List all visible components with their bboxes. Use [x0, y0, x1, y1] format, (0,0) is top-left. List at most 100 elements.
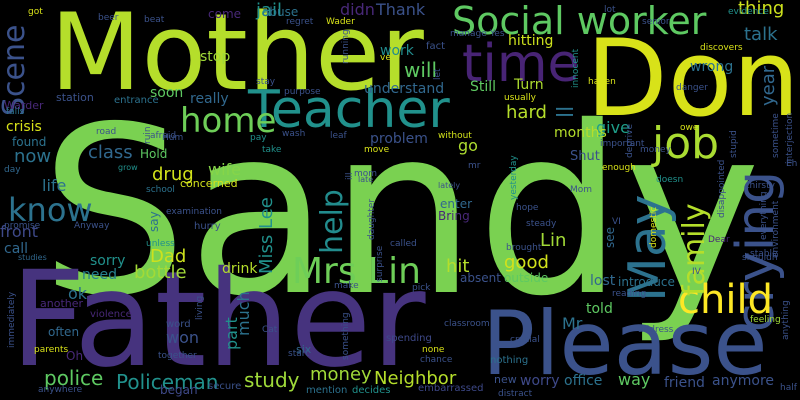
word: domestic	[649, 206, 659, 248]
word: brought	[506, 243, 542, 253]
word: stop	[200, 49, 231, 65]
word: interjection	[785, 112, 795, 164]
word: got	[28, 7, 43, 17]
word: crisis	[6, 119, 42, 135]
word: Sandy	[40, 77, 762, 347]
word: Cat	[262, 325, 278, 335]
word: year	[758, 65, 779, 106]
word: beat	[144, 15, 165, 25]
word: Mother	[50, 0, 424, 114]
word: disappointed	[717, 159, 727, 218]
word: distract	[498, 389, 533, 399]
word: mom	[354, 169, 378, 179]
word: concerned	[180, 177, 238, 190]
word: mr	[468, 161, 481, 171]
word: money	[310, 364, 372, 385]
word: doesn	[656, 175, 684, 185]
word: Warder	[4, 99, 44, 112]
word: drink	[222, 261, 258, 277]
word: know	[8, 191, 93, 229]
word: decides	[352, 385, 391, 396]
word: Dear	[708, 235, 730, 245]
word: ll	[554, 105, 579, 118]
word: spending	[386, 333, 432, 344]
word: Social worker	[452, 0, 707, 43]
word: senior	[642, 17, 670, 27]
word: didn	[340, 0, 375, 19]
word: lot	[604, 5, 616, 15]
word: wife	[208, 160, 242, 179]
word: thirsty	[746, 181, 775, 191]
word: wrong	[690, 59, 734, 75]
word: Shut	[570, 149, 600, 164]
word: life	[42, 176, 67, 195]
word: say	[147, 211, 161, 232]
word: purpose	[284, 87, 321, 97]
word: called	[390, 239, 417, 249]
word: Mr	[562, 314, 583, 333]
word: way	[618, 370, 651, 389]
word: Turn	[514, 77, 544, 93]
word: enough	[602, 163, 636, 173]
word: bottle	[134, 262, 187, 283]
word: violence	[90, 309, 132, 320]
word: Bring	[438, 209, 470, 223]
word: child	[678, 277, 773, 323]
word: really	[190, 91, 229, 107]
word: thing	[738, 0, 785, 19]
word: embarrassed	[418, 383, 484, 394]
word: everything	[759, 191, 769, 240]
word: wash	[282, 129, 306, 139]
word: something	[341, 312, 351, 360]
word: part	[222, 317, 241, 350]
word: leaf	[330, 131, 347, 141]
word: nothing	[490, 355, 529, 366]
word: living	[195, 295, 205, 320]
word: go	[458, 136, 478, 155]
word: crucial	[510, 335, 540, 345]
word: Please	[482, 292, 768, 395]
word: word	[166, 319, 191, 330]
word: Miss Lee	[256, 197, 277, 274]
word: months	[554, 125, 607, 141]
word: money	[640, 145, 671, 155]
word: pick	[412, 283, 431, 293]
word: take	[262, 145, 282, 155]
word: anything	[781, 300, 791, 340]
word: understand	[364, 81, 445, 97]
word: innocent	[571, 48, 581, 88]
word: pay	[250, 133, 267, 143]
word: Hum	[162, 133, 184, 143]
word: address	[638, 325, 674, 335]
word: hard	[506, 102, 547, 123]
word: half	[780, 383, 797, 393]
word: Yes	[490, 29, 505, 39]
word: important	[600, 139, 645, 149]
word: work	[380, 43, 414, 59]
word: studies	[18, 253, 47, 262]
word: six	[296, 343, 312, 356]
word: stay	[256, 77, 276, 87]
word: Still	[470, 79, 497, 95]
word: daughter	[367, 198, 377, 240]
word: start	[288, 349, 309, 359]
word: good	[504, 252, 549, 273]
word: danger	[676, 83, 708, 93]
word: Dad	[150, 246, 187, 267]
word: evidence	[728, 7, 769, 17]
word: front	[0, 222, 39, 241]
word: come	[208, 7, 242, 21]
word: VI	[612, 217, 621, 227]
word: Thank	[376, 0, 426, 19]
word: often	[48, 325, 80, 339]
word: will	[404, 58, 438, 82]
word: call	[4, 241, 29, 257]
word: sorry	[90, 253, 126, 269]
word: together	[158, 351, 197, 361]
word: promise	[4, 221, 41, 231]
word: won	[166, 328, 200, 347]
word: reading	[612, 289, 647, 299]
word: introduce	[618, 275, 675, 289]
word: ok	[68, 284, 88, 303]
word: manage	[450, 29, 487, 39]
